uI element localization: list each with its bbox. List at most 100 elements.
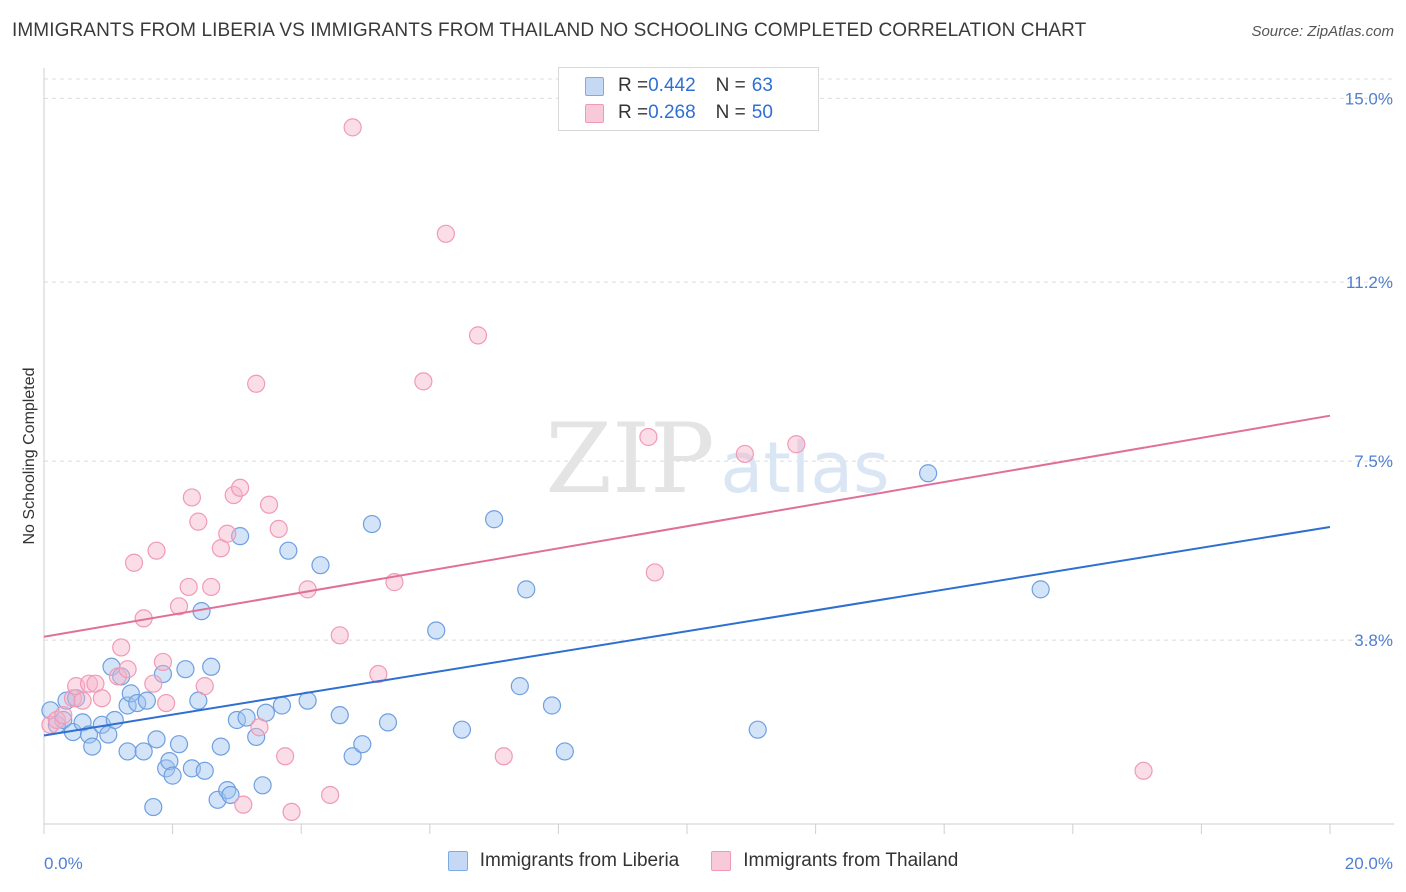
point-thailand (414, 372, 433, 391)
y-tick-label: 11.2% (1346, 273, 1393, 292)
legend-r-label: R = (618, 75, 649, 96)
point-thailand (54, 706, 73, 725)
point-liberia (510, 677, 529, 696)
point-liberia (555, 742, 574, 761)
point-thailand (494, 747, 513, 766)
series-legend: Immigrants from Liberia Immigrants from … (0, 850, 1406, 872)
point-thailand (169, 597, 189, 616)
point-thailand (250, 718, 269, 737)
grid-lines (44, 78, 1394, 641)
point-thailand (639, 427, 658, 447)
legend-row-liberia: R = 0.442 N = 63 (585, 73, 773, 99)
point-liberia (1031, 580, 1050, 599)
point-liberia (362, 514, 382, 534)
point-thailand (735, 444, 754, 464)
point-thailand (157, 693, 176, 713)
legend-swatch-thailand (711, 851, 732, 871)
point-thailand (369, 664, 388, 684)
axes (43, 68, 1394, 834)
point-thailand (108, 667, 128, 686)
point-thailand (321, 785, 340, 805)
point-liberia (121, 684, 140, 703)
y-tick-label: 15.0% (1345, 89, 1393, 108)
point-thailand (124, 553, 144, 572)
y-axis-label: No Schooling Completed (21, 368, 38, 545)
point-liberia (118, 742, 137, 761)
point-liberia (272, 696, 292, 715)
x-tick-label: 0.0% (44, 854, 83, 873)
trend-line-liberia (43, 525, 1331, 737)
point-thailand (645, 563, 664, 582)
y-tick-label: 7.5% (1354, 452, 1393, 471)
point-thailand (269, 519, 288, 539)
point-thailand (298, 580, 317, 599)
legend-swatch-thailand (585, 103, 604, 123)
point-liberia (83, 737, 102, 756)
point-thailand (787, 435, 806, 454)
tick-labels: 3.8% 7.5% 11.2% 15.0% 0.0% 20.0% (44, 89, 1393, 873)
point-liberia (330, 706, 349, 725)
legend-swatch-liberia (585, 76, 604, 96)
legend-item-liberia: Immigrants from Liberia (447, 850, 680, 872)
point-liberia (237, 708, 256, 727)
point-thailand (73, 691, 92, 710)
point-liberia (452, 720, 472, 739)
point-thailand (144, 674, 163, 693)
point-thailand (147, 541, 166, 560)
point-thailand (247, 374, 266, 393)
legend-item-thailand: Immigrants from Thailand (711, 850, 958, 872)
point-liberia (163, 766, 182, 785)
point-thailand (282, 802, 301, 822)
legend-n-value: 50 (751, 102, 773, 123)
point-liberia (247, 727, 266, 747)
point-liberia (517, 580, 536, 599)
source-label: Source: ZipAtlas.com (1251, 23, 1394, 40)
point-thailand (1134, 761, 1153, 780)
legend-r-value: 0.442 (648, 75, 696, 96)
point-thailand (153, 652, 173, 672)
point-thailand (436, 224, 455, 243)
point-liberia (919, 464, 938, 483)
point-liberia (253, 776, 272, 795)
point-liberia (221, 785, 240, 805)
point-liberia (748, 720, 767, 739)
point-thailand (179, 577, 198, 597)
point-liberia (195, 761, 214, 780)
point-thailand (182, 488, 201, 507)
x-tick-label: 20.0% (1345, 854, 1393, 873)
point-liberia (485, 510, 504, 529)
legend-label-liberia: Immigrants from Liberia (479, 850, 680, 871)
y-tick-label: 3.8% (1354, 631, 1393, 650)
point-liberia (279, 541, 298, 560)
point-liberia (353, 735, 372, 754)
watermark: ZIP atlas (545, 403, 889, 515)
correlation-legend: R = 0.442 N = 63 R = 0.268 N = 50 (558, 67, 819, 131)
watermark-zip: ZIP (545, 403, 714, 515)
legend-n-label: N = (715, 75, 746, 96)
point-thailand (330, 626, 349, 645)
point-thailand (79, 674, 99, 693)
point-thailand (231, 478, 250, 497)
point-liberia (169, 735, 189, 754)
point-liberia (218, 781, 237, 800)
point-thailand (195, 677, 214, 696)
data-points (41, 118, 1153, 822)
point-liberia (144, 797, 163, 817)
point-liberia (211, 737, 230, 756)
point-liberia (343, 747, 362, 766)
point-liberia (160, 752, 179, 771)
point-liberia (427, 621, 446, 640)
legend-n-label: N = (715, 102, 746, 123)
point-liberia (176, 660, 195, 679)
point-thailand (112, 638, 131, 657)
point-thailand (468, 326, 488, 345)
point-thailand (259, 495, 279, 514)
point-liberia (137, 691, 156, 710)
trend-lines (43, 414, 1331, 737)
point-thailand (276, 747, 295, 766)
point-thailand (234, 795, 253, 814)
point-thailand (202, 577, 221, 597)
point-liberia (311, 556, 330, 575)
chart-title: IMMIGRANTS FROM LIBERIA VS IMMIGRANTS FR… (12, 20, 1087, 41)
